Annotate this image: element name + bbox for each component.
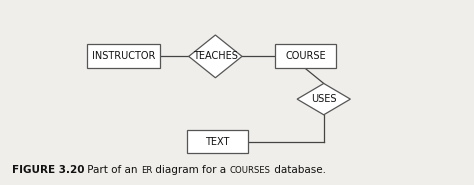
Text: TEXT: TEXT <box>205 137 229 147</box>
Text: Part of an: Part of an <box>84 165 141 175</box>
Polygon shape <box>297 83 350 115</box>
Text: COURSES: COURSES <box>230 166 271 175</box>
FancyBboxPatch shape <box>87 44 160 68</box>
Text: TEACHES: TEACHES <box>193 51 238 61</box>
Polygon shape <box>189 35 242 78</box>
Text: database.: database. <box>271 165 326 175</box>
Text: COURSE: COURSE <box>285 51 326 61</box>
FancyBboxPatch shape <box>275 44 336 68</box>
Text: diagram for a: diagram for a <box>153 165 230 175</box>
Text: USES: USES <box>311 94 337 104</box>
Text: FIGURE 3.20: FIGURE 3.20 <box>12 165 84 175</box>
Text: INSTRUCTOR: INSTRUCTOR <box>92 51 155 61</box>
Text: ER: ER <box>141 166 153 175</box>
FancyBboxPatch shape <box>187 130 247 153</box>
